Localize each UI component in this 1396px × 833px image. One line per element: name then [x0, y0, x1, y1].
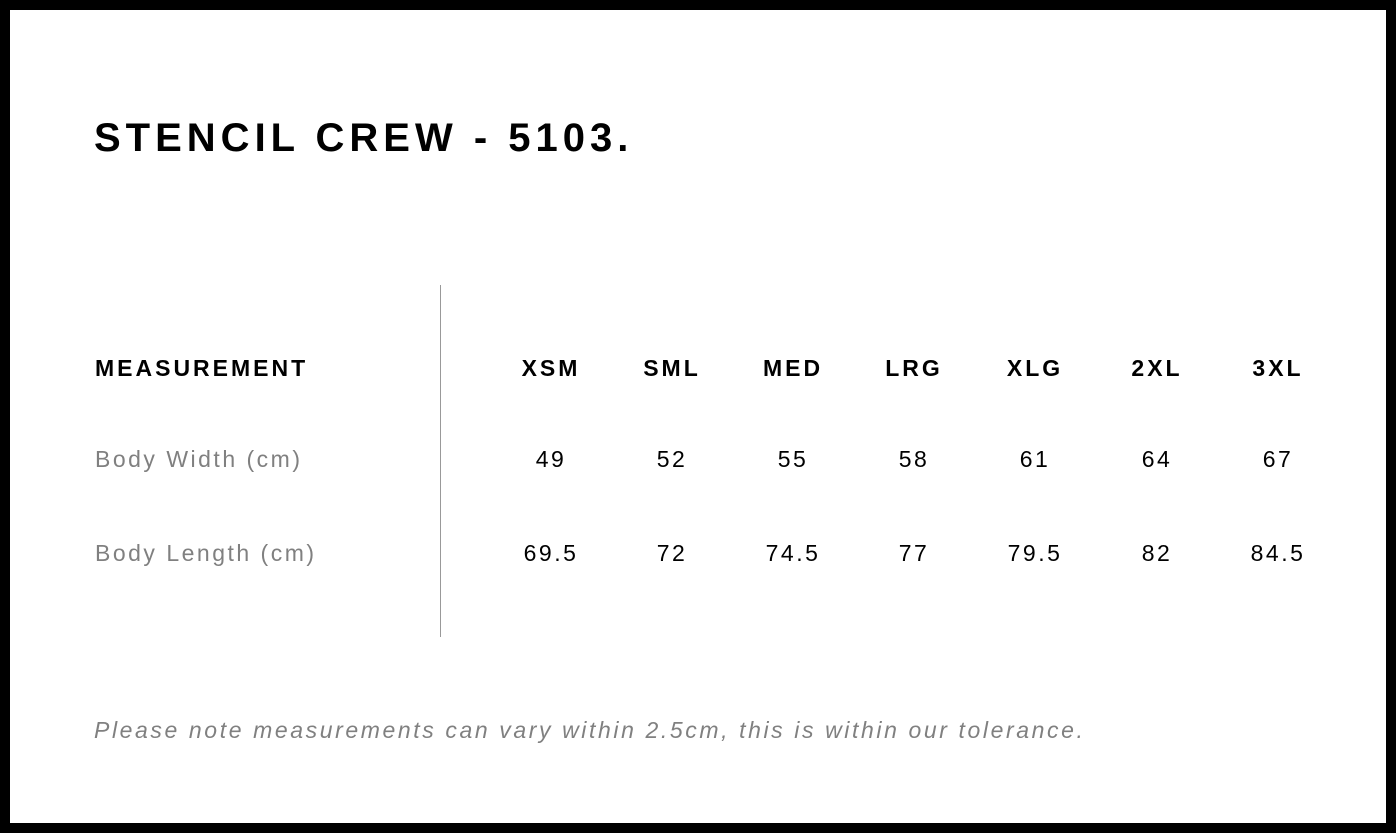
size-header: MED: [762, 355, 824, 381]
table-cell: 55: [777, 446, 809, 472]
size-chart-card: STENCIL CREW - 5103. MEASUREMENT XSM SML M…: [10, 10, 1386, 823]
table-cell: 72: [656, 540, 688, 566]
size-header: LRG: [885, 355, 943, 381]
table-cell: 77: [898, 540, 930, 566]
row-label: Body Width (cm): [95, 446, 303, 472]
table-cell: 61: [1019, 446, 1051, 472]
table-cell: 67: [1262, 446, 1294, 472]
size-header: 2XL: [1131, 355, 1183, 381]
tolerance-note: Please note measurements can vary within…: [94, 717, 1086, 743]
size-header: XLG: [1006, 355, 1064, 381]
table-cell: 84.5: [1250, 540, 1306, 566]
table-cell: 58: [898, 446, 930, 472]
table-cell: 79.5: [1007, 540, 1063, 566]
size-header: SML: [643, 355, 701, 381]
size-header: XSM: [521, 355, 581, 381]
table-cell: 49: [535, 446, 567, 472]
page-title: STENCIL CREW - 5103.: [94, 116, 634, 160]
table-cell: 52: [656, 446, 688, 472]
table-cell: 82: [1141, 540, 1173, 566]
measurement-header: MEASUREMENT: [95, 355, 309, 381]
row-label: Body Length (cm): [95, 540, 317, 566]
table-cell: 64: [1141, 446, 1173, 472]
table-cell: 74.5: [765, 540, 821, 566]
size-header: 3XL: [1252, 355, 1304, 381]
column-divider: [440, 285, 441, 637]
table-cell: 69.5: [523, 540, 579, 566]
